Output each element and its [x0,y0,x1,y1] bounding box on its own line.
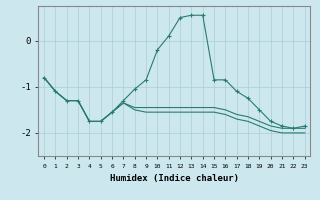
X-axis label: Humidex (Indice chaleur): Humidex (Indice chaleur) [110,174,239,183]
